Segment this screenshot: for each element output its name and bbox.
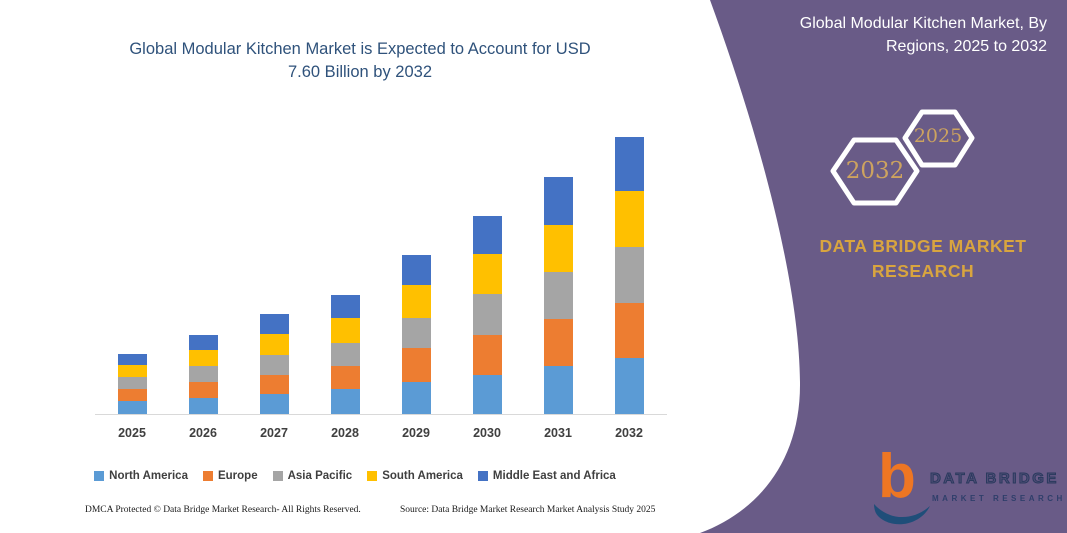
bar-segment <box>330 366 360 389</box>
bar-segment <box>614 137 644 191</box>
panel-heading-line-2: Regions, 2025 to 2032 <box>885 38 1047 55</box>
panel-heading: Global Modular Kitchen Market, By Region… <box>735 12 1047 58</box>
bar-segment <box>117 401 147 414</box>
brand-text-line-2: RESEARCH <box>871 261 975 281</box>
x-axis-label: 2031 <box>544 426 572 440</box>
legend: North America Europe Asia Pacific South Ame… <box>0 470 710 482</box>
bar-segment <box>543 319 573 366</box>
x-axis-label: 2025 <box>118 426 146 440</box>
x-axis-label: 2027 <box>260 426 288 440</box>
bar-segment <box>330 295 360 318</box>
legend-swatch-icon <box>94 471 105 481</box>
bar-segment <box>543 366 573 414</box>
legend-item: North America <box>94 470 188 482</box>
bar-segment <box>401 382 431 414</box>
legend-label: South America <box>382 470 463 482</box>
bar-segment <box>188 366 218 382</box>
bar-segment <box>188 335 218 350</box>
bar-segment <box>472 375 502 414</box>
bar-segment <box>188 350 218 366</box>
bar-segment <box>117 389 147 401</box>
dbmr-logo-wordmark: DATA BRIDGE <box>930 470 1059 488</box>
bar-segment <box>614 303 644 358</box>
hexagon-2025-label: 2025 <box>913 125 963 147</box>
hexagon-2025 <box>902 109 975 168</box>
bar-segment <box>330 389 360 414</box>
bar-segment <box>330 318 360 343</box>
bar-segment <box>401 285 431 318</box>
legend-label: Asia Pacific <box>287 470 353 482</box>
bar-segment <box>188 398 218 414</box>
bar-segment <box>543 272 573 319</box>
footer-source-text: Source: Data Bridge Market Research Mark… <box>400 505 656 515</box>
bar-segment <box>401 255 431 285</box>
x-axis-label: 2030 <box>473 426 501 440</box>
bar-segment <box>117 377 147 389</box>
bar-segment <box>614 191 644 247</box>
legend-label: Europe <box>217 470 258 482</box>
legend-label: Middle East and Africa <box>492 470 616 482</box>
bar-segment <box>117 365 147 377</box>
bar-segment <box>259 375 289 394</box>
bar-segment <box>543 177 573 225</box>
dbmr-logo-b-icon: b <box>878 442 916 511</box>
x-axis-label: 2028 <box>331 426 359 440</box>
brand-text: DATA BRIDGE MARKET RESEARCH <box>773 234 1067 284</box>
x-axis-label: 2032 <box>615 426 643 440</box>
bar-segment <box>472 216 502 254</box>
hexagon-2032-label: 2032 <box>845 158 905 184</box>
legend-swatch-icon <box>367 471 378 481</box>
bar-segment <box>614 358 644 414</box>
dbmr-logo: b DATA BRIDGE MARKET RESEARCH <box>872 446 1066 530</box>
bar-segment <box>188 382 218 398</box>
legend-swatch-icon <box>202 471 213 481</box>
x-axis-label: 2029 <box>402 426 430 440</box>
legend-item: South America <box>367 470 463 482</box>
bar-segment <box>259 355 289 375</box>
x-axis-label: 2026 <box>189 426 217 440</box>
legend-item: Middle East and Africa <box>477 470 616 482</box>
dbmr-logo-swoosh-icon <box>874 504 930 525</box>
legend-label: North America <box>109 470 188 482</box>
dbmr-logo-subtitle: MARKET RESEARCH <box>932 494 1066 503</box>
footer-dmca-text: DMCA Protected © Data Bridge Market Rese… <box>85 505 361 515</box>
bar-segment <box>259 334 289 355</box>
x-axis-baseline <box>95 414 667 415</box>
legend-item: Europe <box>202 470 258 482</box>
bar-segment <box>259 314 289 334</box>
chart-title: Global Modular Kitchen Market is Expecte… <box>30 38 690 84</box>
chart-title-line-2: 7.60 Billion by 2032 <box>287 63 433 81</box>
bar-segment <box>472 294 502 335</box>
bar-segment <box>614 247 644 303</box>
hexagon-2032 <box>830 137 920 206</box>
legend-item: Asia Pacific <box>272 470 353 482</box>
bar-segment <box>401 318 431 348</box>
chart-title-line-1: Global Modular Kitchen Market is Expecte… <box>129 40 591 58</box>
legend-swatch-icon <box>272 471 283 481</box>
purple-panel-shape <box>700 0 1067 533</box>
brand-text-line-1: DATA BRIDGE MARKET <box>819 236 1027 256</box>
bar-segment <box>117 354 147 365</box>
bar-segment <box>330 343 360 366</box>
bar-segment <box>259 394 289 414</box>
bar-segment <box>472 254 502 294</box>
legend-swatch-icon <box>477 471 488 481</box>
panel-heading-line-1: Global Modular Kitchen Market, By <box>799 15 1047 32</box>
bar-segment <box>401 348 431 382</box>
bar-segment <box>543 225 573 272</box>
bar-segment <box>472 335 502 375</box>
